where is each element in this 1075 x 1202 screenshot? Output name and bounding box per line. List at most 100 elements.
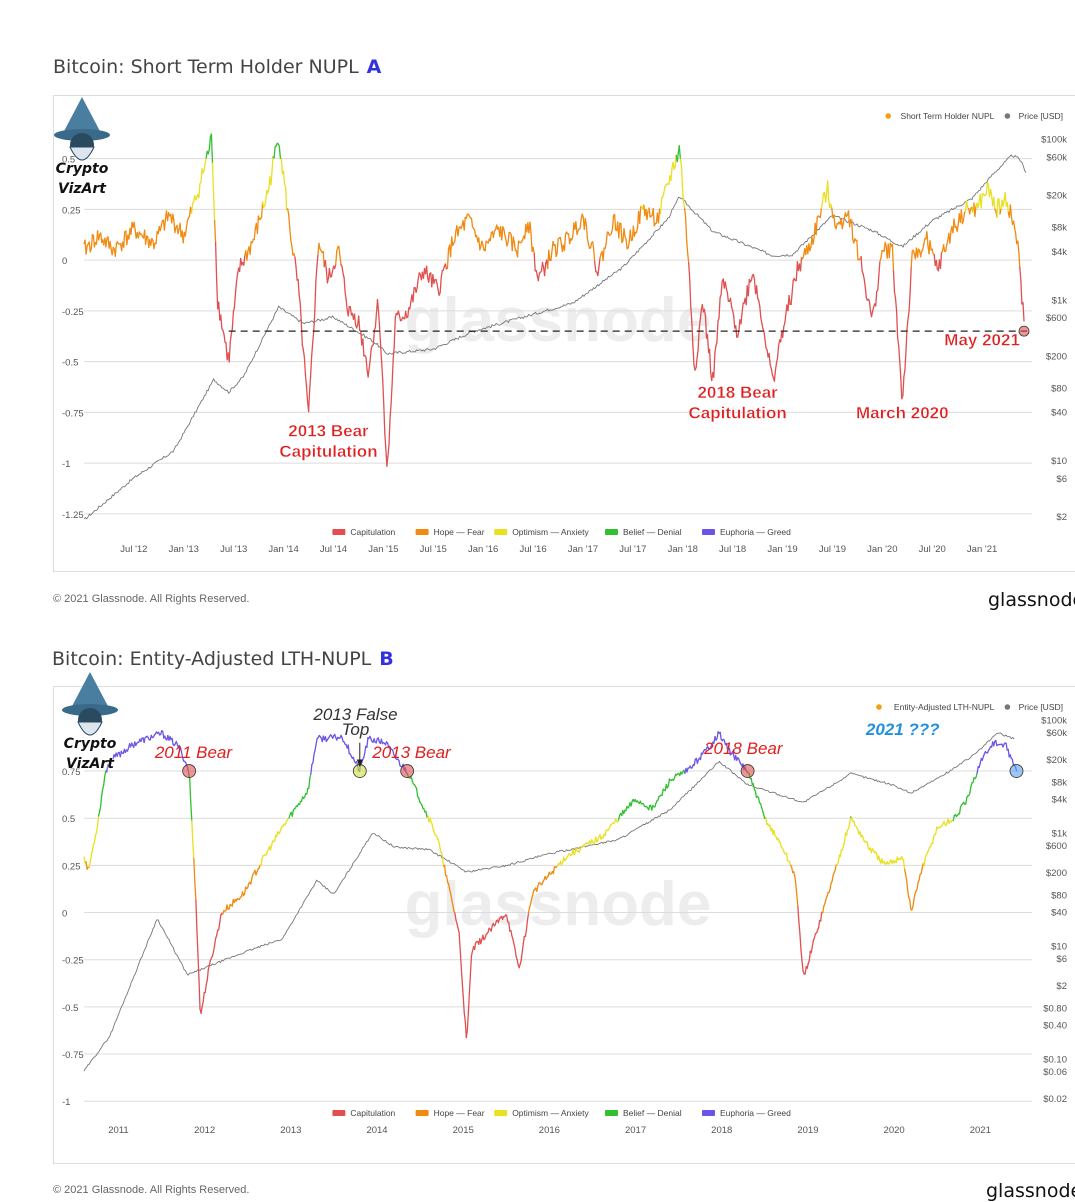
nupl-segment — [679, 146, 680, 159]
nupl-segment — [738, 331, 739, 337]
nupl-segment — [100, 807, 101, 813]
nupl-segment — [878, 276, 879, 290]
nupl-segment — [392, 359, 393, 384]
nupl-segment — [777, 358, 778, 363]
nupl-segment — [315, 281, 316, 312]
nupl-segment — [94, 835, 95, 843]
nupl-segment — [1020, 267, 1021, 280]
nupl-segment — [932, 249, 933, 253]
nupl-segment — [826, 193, 827, 202]
nupl-segment — [734, 316, 735, 328]
legend-top-label: Price [USD] — [1019, 111, 1063, 121]
y-left-tick-label: 0.5 — [62, 814, 75, 825]
nupl-segment — [647, 210, 648, 219]
nupl-segment — [429, 274, 430, 282]
wizard-icon — [50, 95, 114, 165]
nupl-segment — [427, 266, 428, 277]
nupl-segment — [1021, 281, 1022, 304]
nupl-segment — [975, 206, 976, 217]
nupl-segment — [778, 346, 779, 358]
nupl-segment — [903, 377, 904, 396]
nupl-segment — [538, 273, 539, 280]
nupl-segment — [863, 274, 864, 279]
nupl-segment — [156, 232, 157, 244]
nupl-segment — [816, 217, 817, 234]
x-tick-label: 2020 — [884, 1125, 905, 1136]
nupl-segment — [794, 872, 795, 876]
nupl-segment — [911, 251, 912, 267]
nupl-segment — [822, 194, 823, 203]
nupl-segment — [914, 894, 915, 899]
chart-annotation: 2021 ??? — [865, 720, 940, 739]
nupl-segment — [814, 934, 815, 938]
nupl-segment — [759, 300, 760, 306]
nupl-segment — [115, 244, 116, 257]
nupl-segment — [219, 302, 220, 320]
y-right-tick-label: $1k — [1052, 828, 1068, 839]
nupl-segment — [209, 137, 210, 150]
nupl-segment — [161, 221, 162, 226]
nupl-segment — [393, 347, 394, 360]
nupl-segment — [936, 261, 937, 270]
nupl-segment — [312, 343, 313, 356]
nupl-segment — [908, 311, 909, 318]
nupl-segment — [997, 199, 998, 217]
nupl-segment — [389, 419, 390, 445]
nupl-segment — [247, 251, 248, 261]
nupl-segment — [970, 787, 971, 793]
nupl-segment — [947, 241, 948, 245]
nupl-segment — [106, 238, 107, 247]
nupl-segment — [545, 263, 546, 275]
nupl-segment — [918, 249, 919, 257]
nupl-segment — [805, 967, 806, 974]
nupl-segment — [209, 961, 210, 966]
nupl-segment — [726, 288, 727, 292]
y-right-tick-label: $0.06 — [1043, 1067, 1067, 1078]
nupl-segment — [774, 371, 775, 382]
nupl-segment — [390, 403, 391, 419]
nupl-segment — [84, 857, 85, 863]
nupl-segment — [1019, 252, 1020, 268]
y-right-tick-label: $80 — [1051, 890, 1067, 901]
nupl-segment — [694, 759, 695, 765]
nupl-segment — [606, 232, 607, 243]
y-right-tick-label: $2 — [1056, 981, 1067, 992]
nupl-segment — [448, 249, 449, 268]
logo-line2: VizArt — [58, 756, 122, 772]
nupl-segment — [124, 232, 125, 247]
nupl-segment — [215, 221, 216, 243]
nupl-segment — [439, 844, 440, 851]
nupl-segment — [797, 895, 798, 907]
nupl-segment — [533, 247, 534, 253]
y-left-tick-label: 0.25 — [62, 861, 81, 872]
nupl-segment — [769, 354, 770, 365]
nupl-segment — [725, 282, 726, 288]
nupl-segment — [531, 233, 532, 252]
nupl-segment — [966, 798, 967, 805]
nupl-segment — [90, 856, 91, 862]
nupl-segment — [603, 248, 604, 260]
nupl-segment — [921, 251, 922, 257]
nupl-segment — [889, 243, 890, 257]
nupl-segment — [471, 956, 472, 973]
nupl-segment — [207, 970, 208, 980]
nupl-segment — [91, 851, 92, 856]
nupl-segment — [879, 262, 880, 276]
nupl-segment — [213, 163, 214, 192]
nupl-segment — [864, 279, 865, 287]
nupl-segment — [908, 891, 909, 897]
y-left-tick-label: -0.75 — [62, 1050, 84, 1061]
nupl-segment — [365, 746, 366, 752]
y-right-tick-label: $100k — [1041, 135, 1067, 146]
nupl-segment — [345, 292, 346, 300]
nupl-segment — [514, 242, 515, 250]
nupl-segment — [514, 944, 515, 949]
nupl-segment — [852, 220, 853, 239]
nupl-segment — [585, 219, 586, 226]
chart-annotation: 2018 Bear — [703, 739, 784, 758]
glassnode-brand-b: glassnode — [986, 1180, 1075, 1202]
nupl-segment — [281, 159, 282, 174]
nupl-segment — [869, 301, 870, 311]
nupl-segment — [876, 292, 877, 306]
nupl-segment — [102, 790, 103, 797]
